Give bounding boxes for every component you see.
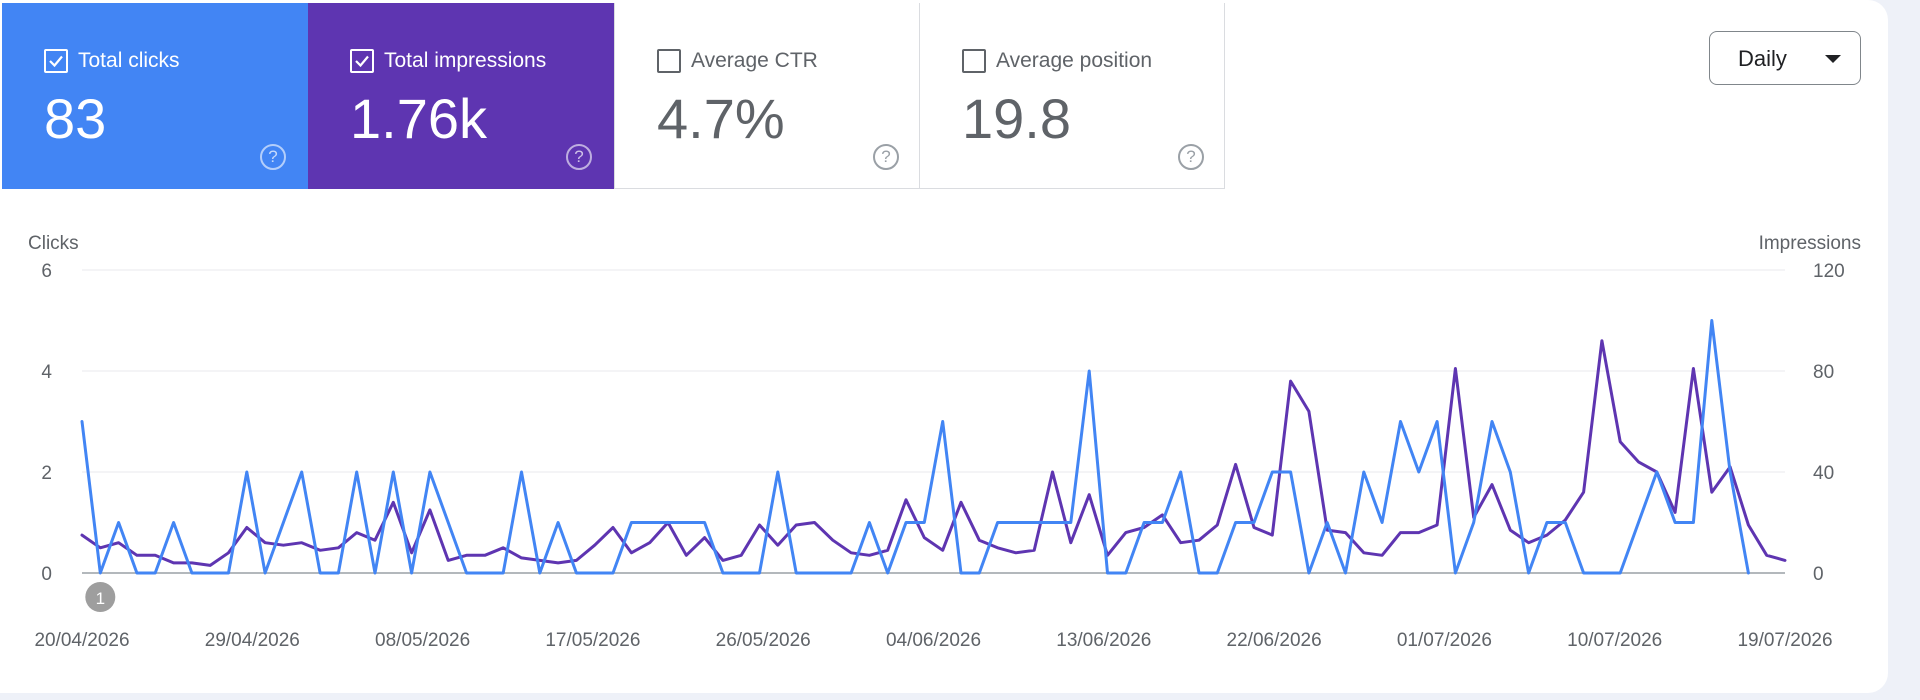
x-tick-label: 10/07/2026 (1567, 630, 1662, 651)
x-tick-label: 19/07/2026 (1737, 630, 1832, 651)
x-tick-label: 04/06/2026 (886, 630, 981, 651)
x-tick-label: 22/06/2026 (1227, 630, 1322, 651)
performance-card: Total clicks 83 ? Total impressions 1.76… (0, 0, 1888, 693)
checkbox-unchecked-icon[interactable] (962, 49, 986, 73)
help-icon[interactable]: ? (873, 144, 899, 170)
performance-chart: 0 0 2 40 4 80 6 120 Clicks Impressions 20/04/2026 2… (28, 233, 1861, 651)
metric-card-total-clicks[interactable]: Total clicks 83 ? (2, 3, 308, 189)
checkbox-checked-icon[interactable] (44, 49, 68, 73)
metric-card-average-ctr[interactable]: Average CTR 4.7% ? (614, 3, 920, 189)
metric-label: Average CTR (691, 49, 818, 72)
y-left-tick-label: 0 (41, 564, 52, 585)
annotation-marker: 1 (85, 582, 116, 612)
metric-value: 19.8 (962, 87, 1071, 150)
y-right-tick-label: 40 (1813, 463, 1834, 484)
x-tick-label: 29/04/2026 (205, 630, 300, 651)
series-line-clicks (80, 319, 1750, 575)
y-right-axis-title: Impressions (1759, 233, 1861, 254)
caret-down-icon (1825, 55, 1841, 63)
checkbox-checked-icon[interactable] (350, 49, 374, 73)
x-tick-label: 13/06/2026 (1056, 630, 1151, 651)
granularity-dropdown[interactable]: Daily (1709, 31, 1861, 85)
metric-label: Total clicks (78, 49, 180, 72)
x-tick-label: 08/05/2026 (375, 630, 470, 651)
y-right-tick-label: 80 (1813, 362, 1834, 383)
checkbox-unchecked-icon[interactable] (657, 49, 681, 73)
metric-label: Total impressions (384, 49, 547, 72)
y-right-tick-label: 0 (1813, 564, 1824, 585)
y-left-axis-title: Clicks (28, 233, 79, 254)
metric-label: Average position (996, 49, 1153, 72)
dropdown-selected-value: Daily (1738, 46, 1787, 71)
help-icon[interactable]: ? (1178, 144, 1204, 170)
metric-value: 83 (44, 87, 107, 150)
y-right-tick-label: 120 (1813, 261, 1845, 282)
help-icon[interactable]: ? (566, 144, 592, 170)
y-left-tick-label: 2 (41, 463, 52, 484)
help-icon[interactable]: ? (260, 144, 286, 170)
x-tick-label: 01/07/2026 (1397, 630, 1492, 651)
x-tick-label: 26/05/2026 (716, 630, 811, 651)
x-tick-label: 20/04/2026 (34, 630, 129, 651)
annotation-marker-label: 1 (96, 589, 105, 608)
metric-value: 1.76k (350, 87, 487, 150)
y-left-tick-label: 6 (41, 261, 52, 282)
metric-card-total-impressions[interactable]: Total impressions 1.76k ? (308, 3, 614, 189)
metric-value: 4.7% (657, 87, 785, 150)
y-left-tick-label: 4 (41, 362, 52, 383)
annotation-marker-circle (85, 582, 116, 612)
series-line-impressions (80, 339, 1787, 567)
metric-card-average-position[interactable]: Average position 19.8 ? (920, 3, 1225, 189)
x-tick-label: 17/05/2026 (545, 630, 640, 651)
